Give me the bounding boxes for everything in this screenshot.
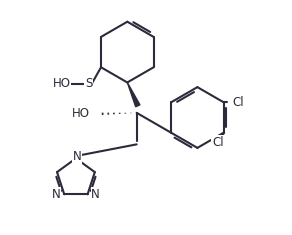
- Text: N: N: [91, 188, 100, 201]
- Text: N: N: [52, 188, 60, 201]
- Text: S: S: [85, 77, 93, 90]
- Text: Cl: Cl: [233, 96, 244, 109]
- Polygon shape: [127, 82, 140, 107]
- Text: HO: HO: [72, 107, 90, 120]
- Text: Cl: Cl: [212, 136, 224, 149]
- Text: N: N: [73, 150, 81, 163]
- Text: HO: HO: [53, 77, 71, 90]
